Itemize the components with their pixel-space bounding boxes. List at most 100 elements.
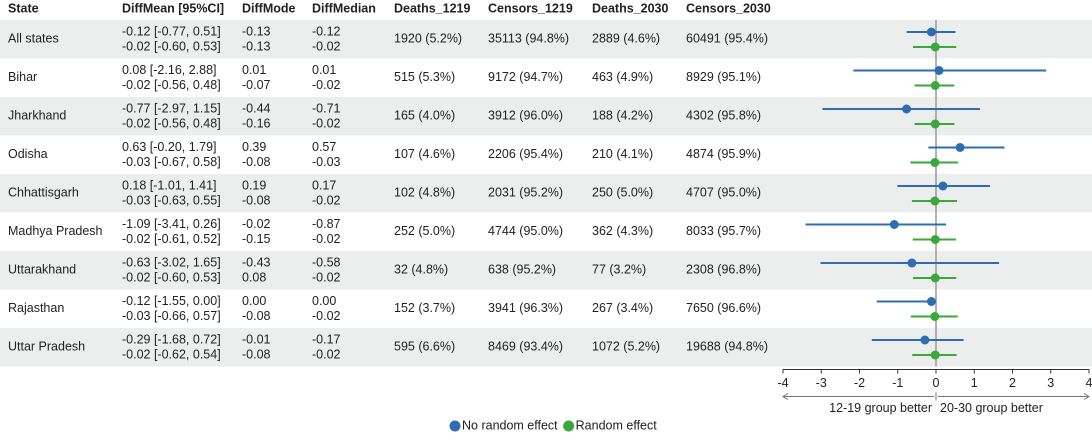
count-cell: 102 (4.8%) (394, 186, 455, 200)
diffmedian-cell: -0.02 (312, 309, 341, 323)
point-estimate (930, 42, 940, 52)
point-estimate (930, 81, 940, 90)
diffmode-cell: -0.15 (242, 232, 271, 246)
diffmode-cell: -0.13 (242, 39, 271, 53)
diffmode-cell: -0.02 (242, 217, 271, 231)
diffmean-cell: -0.02 [-0.60, 0.53] (122, 39, 221, 53)
point-estimate (889, 220, 899, 229)
count-cell: 252 (5.0%) (394, 224, 455, 238)
point-estimate (926, 297, 936, 306)
count-cell: 463 (4.9%) (592, 70, 653, 84)
diffmean-cell: -0.02 [-0.56, 0.48] (122, 116, 221, 130)
diffmode-cell: -0.08 (242, 347, 271, 361)
count-cell: 8033 (95.7%) (686, 224, 761, 238)
diffmedian-cell: -0.02 (312, 347, 341, 361)
column-header: DiffMedian (312, 1, 376, 15)
legend-label: No random effect (462, 418, 558, 432)
diffmedian-cell: -0.71 (312, 101, 341, 115)
x-tick-label: -3 (816, 376, 827, 390)
point-estimate (930, 196, 940, 206)
count-cell: 188 (4.2%) (592, 109, 653, 123)
row-shade (0, 174, 1092, 213)
count-cell: 1072 (5.2%) (592, 340, 660, 354)
annotation-right: 20-30 group better (940, 401, 1043, 415)
count-cell: 515 (5.3%) (394, 70, 455, 84)
annotation-left: 12-19 group better (829, 401, 932, 415)
state-name: Rajasthan (8, 301, 64, 315)
diffmedian-cell: -0.87 (312, 217, 341, 231)
row-shade (0, 97, 1092, 136)
diffmedian-cell: -0.02 (312, 78, 341, 92)
column-header: State (8, 1, 39, 15)
diffmode-cell: -0.43 (242, 255, 271, 269)
column-header: Deaths_1219 (394, 1, 470, 15)
diffmedian-cell: -0.02 (312, 116, 341, 130)
diffmode-cell: -0.08 (242, 193, 271, 207)
row-shade (0, 328, 1092, 367)
diffmode-cell: -0.08 (242, 309, 271, 323)
point-estimate (907, 258, 917, 268)
count-cell: 4707 (95.0%) (686, 186, 761, 200)
count-cell: 267 (3.4%) (592, 301, 653, 315)
diffmedian-cell: -0.02 (312, 270, 341, 284)
x-tick-label: 3 (1047, 376, 1054, 390)
diffmedian-cell: -0.03 (312, 155, 341, 169)
diffmean-cell: -0.02 [-0.60, 0.53] (122, 270, 221, 284)
diffmean-cell: -0.29 [-1.68, 0.72] (122, 332, 221, 346)
point-estimate (926, 27, 936, 37)
count-cell: 7650 (96.6%) (686, 301, 761, 315)
column-header: DiffMean [95%CI] (122, 1, 224, 15)
point-estimate (902, 104, 912, 114)
point-estimate (930, 350, 940, 360)
diffmean-cell: -0.12 [-0.77, 0.51] (122, 24, 221, 38)
diffmedian-cell: -0.02 (312, 193, 341, 207)
diffmode-cell: -0.08 (242, 155, 271, 169)
diffmode-cell: 0.00 (242, 294, 266, 308)
count-cell: 2889 (4.6%) (592, 32, 660, 46)
point-estimate (920, 335, 930, 345)
row-shade (0, 20, 1092, 59)
diffmode-cell: 0.01 (242, 63, 266, 77)
count-cell: 8469 (93.4%) (488, 340, 563, 354)
diffmean-cell: -1.09 [-3.41, 0.26] (122, 217, 221, 231)
x-tick-label: 0 (933, 376, 940, 390)
count-cell: 35113 (94.8%) (488, 32, 569, 46)
diffmean-cell: 0.18 [-1.01, 1.41] (122, 178, 217, 192)
count-cell: 8929 (95.1%) (686, 70, 761, 84)
legend-swatch (563, 420, 575, 432)
diffmean-cell: 0.63 [-0.20, 1.79] (122, 140, 217, 154)
count-cell: 3941 (96.3%) (488, 301, 563, 315)
x-tick-label: 2 (1009, 376, 1016, 390)
row-shade (0, 251, 1092, 290)
count-cell: 4302 (95.8%) (686, 109, 761, 123)
count-cell: 77 (3.2%) (592, 263, 646, 277)
diffmedian-cell: 0.01 (312, 63, 336, 77)
diffmean-cell: -0.02 [-0.56, 0.48] (122, 78, 221, 92)
diffmedian-cell: -0.17 (312, 332, 341, 346)
count-cell: 362 (4.3%) (592, 224, 653, 238)
arrow-head (1083, 393, 1090, 400)
state-name: Jharkhand (8, 109, 66, 123)
diffmean-cell: -0.63 [-3.02, 1.65] (122, 255, 221, 269)
diffmean-cell: -0.02 [-0.62, 0.54] (122, 347, 221, 361)
count-cell: 107 (4.6%) (394, 147, 455, 161)
diffmedian-cell: -0.12 (312, 24, 341, 38)
column-header: DiffMode (242, 1, 296, 15)
column-header: Censors_2030 (686, 1, 771, 15)
count-cell: 9172 (94.7%) (488, 70, 563, 84)
count-cell: 210 (4.1%) (592, 147, 653, 161)
x-tick-label: -1 (892, 376, 903, 390)
state-name: Uttarakhand (8, 263, 76, 277)
count-cell: 250 (5.0%) (592, 186, 653, 200)
count-cell: 2308 (96.8%) (686, 263, 761, 277)
point-estimate (930, 235, 940, 244)
diffmode-cell: -0.44 (242, 101, 271, 115)
state-name: All states (8, 32, 59, 46)
count-cell: 152 (3.7%) (394, 301, 455, 315)
count-cell: 4874 (95.9%) (686, 147, 761, 161)
x-tick-label: 4 (1086, 376, 1092, 390)
diffmode-cell: 0.39 (242, 140, 266, 154)
count-cell: 19688 (94.8%) (686, 340, 768, 354)
point-estimate (934, 66, 944, 75)
